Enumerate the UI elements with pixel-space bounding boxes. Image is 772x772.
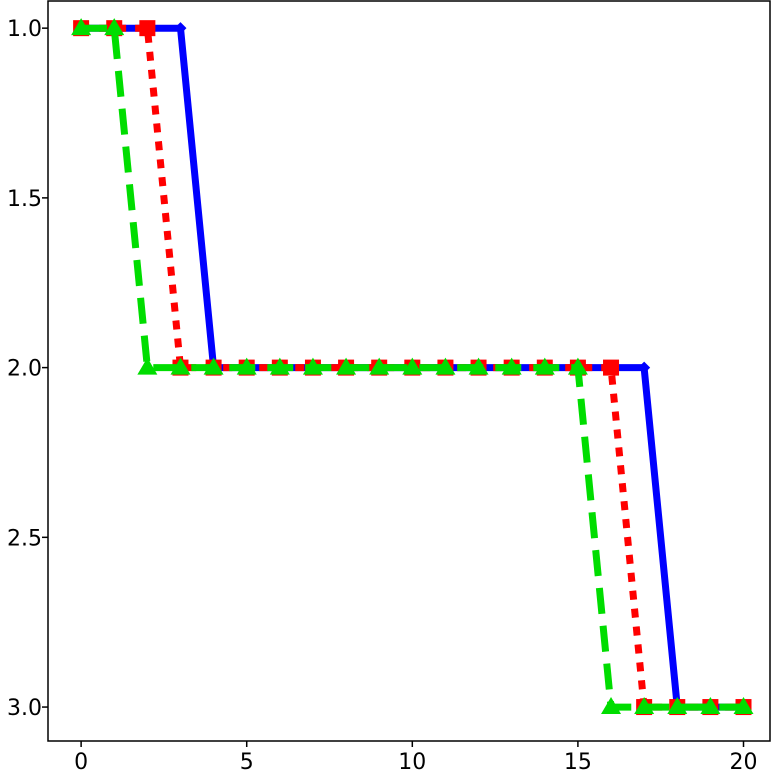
data-point-diamond	[174, 22, 187, 35]
series-layer	[71, 18, 754, 716]
y-axis: 1.0 1.5 2.0 2.5 3.0	[7, 17, 48, 721]
data-point-triangle	[203, 357, 224, 375]
y-tick-label: 2.5	[7, 526, 42, 551]
data-point-triangle	[501, 357, 522, 375]
data-point-triangle	[269, 357, 290, 375]
data-point-triangle	[567, 357, 588, 375]
y-tick-label: 3.0	[7, 696, 42, 721]
x-tick-label: 0	[74, 750, 88, 772]
data-point-triangle	[71, 18, 92, 36]
x-tick-label: 10	[398, 750, 426, 772]
x-tick-label: 5	[240, 750, 254, 772]
data-point-square	[139, 20, 156, 37]
y-tick-label: 1.0	[7, 17, 42, 42]
series-3	[71, 18, 754, 715]
data-point-triangle	[733, 697, 754, 715]
x-tick-label: 15	[564, 750, 592, 772]
data-point-triangle	[534, 357, 555, 375]
data-point-triangle	[634, 697, 655, 715]
y-tick-label: 1.5	[7, 187, 42, 212]
data-point-triangle	[369, 357, 390, 375]
data-point-triangle	[302, 357, 323, 375]
data-point-triangle	[236, 357, 257, 375]
y-tick-label: 2.0	[7, 357, 42, 382]
x-tick-label: 20	[730, 750, 758, 772]
data-point-triangle	[402, 357, 423, 375]
data-point-triangle	[137, 357, 158, 375]
series-line	[81, 24, 744, 711]
data-point-triangle	[336, 357, 357, 375]
data-point-triangle	[435, 357, 456, 375]
data-point-triangle	[468, 357, 489, 375]
data-point-triangle	[700, 697, 721, 715]
x-axis: 0 5 10 15 20	[74, 741, 758, 772]
data-point-triangle	[601, 697, 622, 715]
data-point-triangle	[104, 18, 125, 36]
data-point-diamond	[638, 361, 651, 374]
data-point-square	[603, 359, 620, 376]
data-point-triangle	[170, 357, 191, 375]
data-point-triangle	[667, 697, 688, 715]
